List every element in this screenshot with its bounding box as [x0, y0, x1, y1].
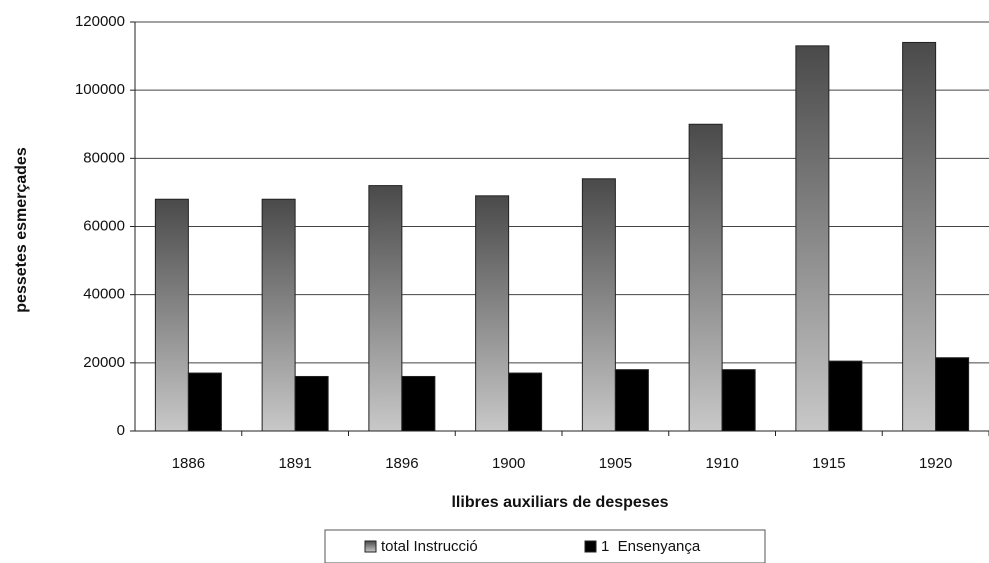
bar — [828, 360, 863, 432]
bar — [187, 372, 222, 432]
legend-box — [324, 529, 766, 563]
bar — [508, 372, 543, 432]
y-tick-label: 40000 — [83, 286, 125, 303]
bar — [902, 41, 937, 432]
legend-label: 1 Ensenyança — [601, 538, 701, 555]
x-tick-label: 1896 — [385, 455, 418, 472]
bar — [294, 375, 329, 432]
x-tick-label: 1900 — [492, 455, 525, 472]
y-tick-label: 20000 — [83, 354, 125, 371]
x-tick-label: 1920 — [919, 455, 952, 472]
y-tick-label: 0 — [117, 422, 125, 439]
legend-swatch — [364, 540, 377, 553]
bar — [688, 123, 723, 432]
bar — [935, 357, 970, 432]
x-tick-label: 1905 — [599, 455, 632, 472]
y-tick-label: 60000 — [83, 217, 125, 234]
legend-label: total Instrucció — [381, 538, 478, 555]
bar — [581, 178, 616, 432]
bar — [401, 375, 436, 432]
bar — [261, 198, 296, 432]
x-tick-label: 1886 — [172, 455, 205, 472]
bar — [475, 195, 510, 432]
x-tick-label: 1915 — [812, 455, 845, 472]
bar — [368, 185, 403, 432]
legend-swatch — [584, 540, 597, 553]
x-axis-title: llibres auxiliars de despeses — [451, 494, 668, 511]
bar — [721, 369, 756, 432]
y-tick-label: 80000 — [83, 149, 125, 166]
x-tick-label: 1891 — [278, 455, 311, 472]
y-tick-label: 120000 — [75, 13, 125, 30]
x-tick-label: 1910 — [705, 455, 738, 472]
bar — [614, 369, 649, 432]
y-tick-label: 100000 — [75, 81, 125, 98]
bar — [795, 45, 830, 432]
bar — [154, 198, 189, 432]
y-axis-title: pessetes esmerçades — [13, 147, 30, 313]
